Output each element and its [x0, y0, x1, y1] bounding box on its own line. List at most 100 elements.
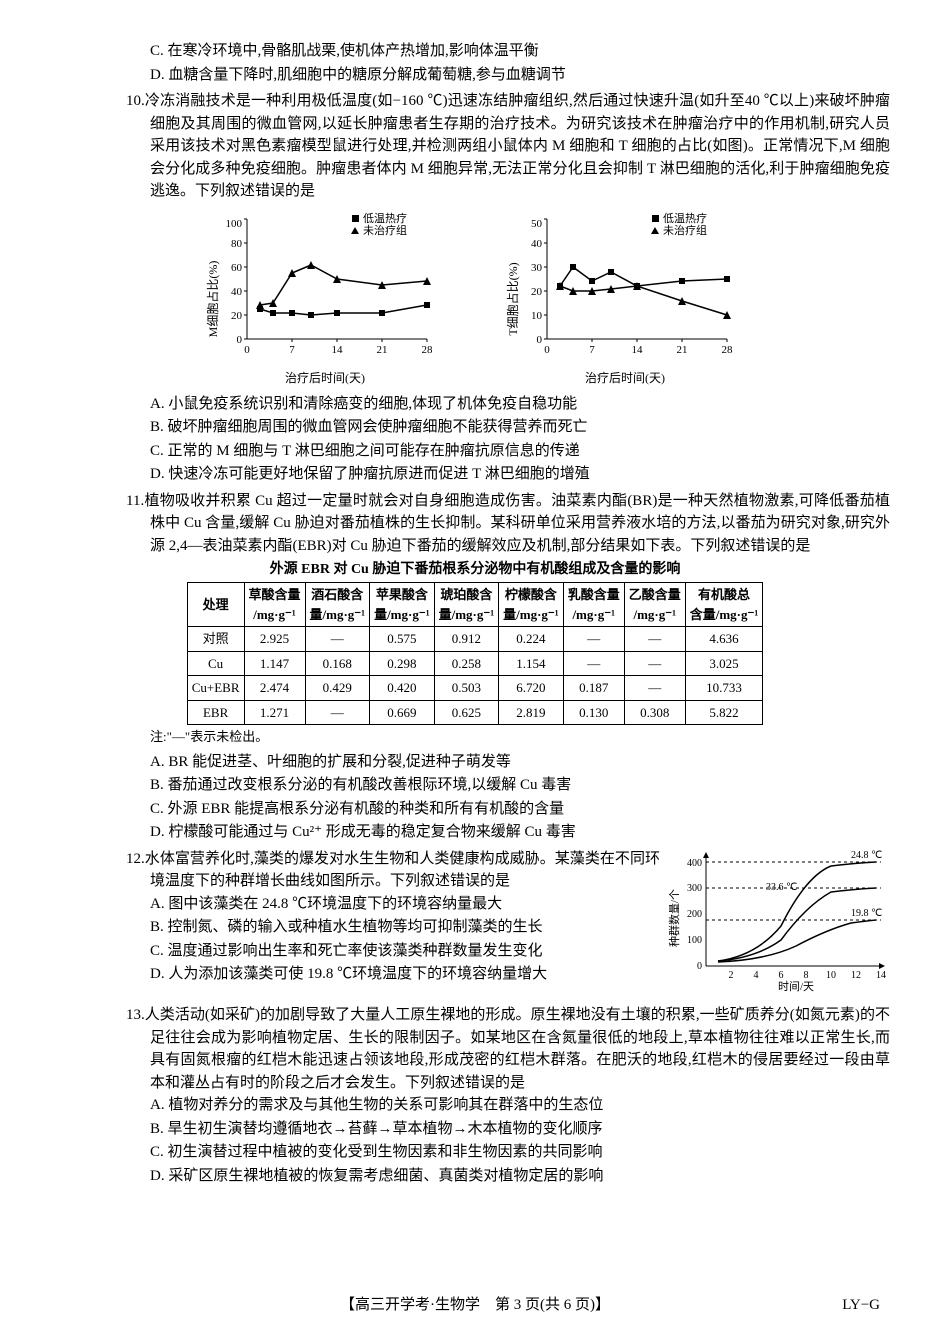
svg-text:10: 10: [531, 310, 543, 322]
svg-text:0: 0: [697, 961, 702, 972]
svg-text:8: 8: [804, 970, 809, 981]
q12-opt-c: C. 温度通过影响出生率和死亡率使该藻类种群数量发生变化: [60, 940, 660, 963]
svg-text:12: 12: [851, 970, 861, 981]
svg-text:20: 20: [531, 286, 543, 298]
q9-opt-d: D. 血糖含量下降时,肌细胞中的糖原分解成葡萄糖,参与血糖调节: [60, 64, 890, 87]
legend-1: 低温热疗: [363, 211, 407, 225]
question-13: 13.人类活动(如采矿)的加剧导致了大量人工原生裸地的形成。原生裸地没有土壤的积…: [60, 1004, 890, 1187]
svg-text:24.8 ℃: 24.8 ℃: [851, 850, 882, 861]
svg-text:2: 2: [729, 970, 734, 981]
svg-text:14: 14: [876, 970, 886, 981]
svg-text:21: 21: [377, 344, 388, 356]
svg-text:0: 0: [244, 344, 250, 356]
table-cell: 0.187: [563, 676, 624, 701]
q13-opt-b: B. 旱生初生演替均遵循地衣→苔藓→草本植物→木本植物的变化顺序: [60, 1118, 890, 1141]
table-cell: —: [563, 627, 624, 652]
q12-stem: 12.水体富营养化时,藻类的爆发对水生生物和人类健康构成威胁。某藻类在不同环境温…: [60, 848, 660, 893]
q10-num: 10.: [126, 93, 145, 109]
q10-opt-c: C. 正常的 M 细胞与 T 淋巴细胞之间可能存在肿瘤抗原信息的传递: [60, 440, 890, 463]
table-cell: 1.147: [244, 651, 305, 676]
q11-stem-text: 植物吸收并积累 Cu 超过一定量时就会对自身细胞造成伤害。油菜素内酯(BR)是一…: [144, 493, 890, 554]
table-cell: 对照: [187, 627, 244, 652]
table-cell: 3.025: [685, 651, 763, 676]
y-label-1: M细胞占比(%): [205, 260, 220, 337]
q13-num: 13.: [126, 1007, 145, 1023]
q12-num: 12.: [126, 851, 145, 867]
table-cell: —: [563, 651, 624, 676]
svg-text:28: 28: [422, 344, 434, 356]
q10-stem-text: 冷冻消融技术是一种利用极低温度(如−160 ℃)迅速冻结肿瘤组织,然后通过快速升…: [145, 93, 890, 199]
svg-text:0: 0: [237, 334, 243, 346]
table-cell: 0.130: [563, 700, 624, 725]
table-cell: —: [624, 676, 685, 701]
svg-text:14: 14: [332, 344, 344, 356]
x-label-1: 治疗后时间(天): [285, 369, 365, 387]
svg-text:10: 10: [826, 970, 836, 981]
table-cell: 4.636: [685, 627, 763, 652]
table-cell: —: [624, 627, 685, 652]
svg-text:7: 7: [589, 344, 595, 356]
q13-opt-c: C. 初生演替过程中植被的变化受到生物因素和非生物因素的共同影响: [60, 1141, 890, 1164]
page-footer: 【高三开学考·生物学 第 3 页(共 6 页)】: [0, 1294, 950, 1317]
q12-opt-a: A. 图中该藻类在 24.8 ℃环境温度下的环境容纳量最大: [60, 893, 660, 916]
svg-text:20: 20: [231, 310, 243, 322]
table-header: 乙酸含量/mg·g⁻¹: [624, 583, 685, 627]
question-11: 11.植物吸收并积累 Cu 超过一定量时就会对自身细胞造成伤害。油菜素内酯(BR…: [60, 490, 890, 844]
table-row: Cu1.1470.1680.2980.2581.154——3.025: [187, 651, 763, 676]
q9-opt-c: C. 在寒冷环境中,骨骼肌战栗,使机体产热增加,影响体温平衡: [60, 40, 890, 63]
svg-text:6: 6: [779, 970, 784, 981]
t-cell-chart: 0 10 20 30 40 50 0: [505, 209, 745, 369]
q12-opt-b: B. 控制氮、磷的输入或种植水生植物等均可抑制藻类的生长: [60, 916, 660, 939]
svg-text:40: 40: [231, 286, 243, 298]
table-cell: 6.720: [499, 676, 564, 701]
q12-opt-d: D. 人为添加该藻类可使 19.8 ℃环境温度下的环境容纳量增大: [60, 963, 660, 986]
q10-chart-2: 0 10 20 30 40 50 0: [505, 209, 745, 387]
svg-text:40: 40: [531, 238, 543, 250]
svg-text:7: 7: [289, 344, 295, 356]
svg-text:0: 0: [544, 344, 550, 356]
q10-opt-a: A. 小鼠免疫系统识别和清除癌变的细胞,体现了机体免疫自稳功能: [60, 393, 890, 416]
svg-text:300: 300: [687, 883, 702, 894]
q11-num: 11.: [126, 493, 144, 509]
svg-text:100: 100: [687, 935, 702, 946]
table-cell: 10.733: [685, 676, 763, 701]
table-cell: 0.575: [370, 627, 435, 652]
table-header: 柠檬酸含量/mg·g⁻¹: [499, 583, 564, 627]
table-cell: 0.669: [370, 700, 435, 725]
svg-text:50: 50: [531, 218, 543, 230]
table-row: EBR1.271—0.6690.6252.8190.1300.3085.822: [187, 700, 763, 725]
q10-chart-1: 0 20 40 60 80 100: [205, 209, 445, 387]
svg-text:30: 30: [531, 262, 543, 274]
table-header: 有机酸总含量/mg·g⁻¹: [685, 583, 763, 627]
table-cell: —: [305, 627, 370, 652]
table-cell: 0.625: [434, 700, 499, 725]
q10-opt-d: D. 快速冷冻可能更好地保留了肿瘤抗原进而促进 T 淋巴细胞的增殖: [60, 463, 890, 486]
q11-stem: 11.植物吸收并积累 Cu 超过一定量时就会对自身细胞造成伤害。油菜素内酯(BR…: [60, 490, 890, 558]
svg-text:种群数量/个: 种群数量/个: [668, 888, 681, 946]
table-header: 乳酸含量/mg·g⁻¹: [563, 583, 624, 627]
table-cell: 0.503: [434, 676, 499, 701]
q13-opt-d: D. 采矿区原生裸地植被的恢复需考虑细菌、真菌类对植物定居的影响: [60, 1165, 890, 1188]
q10-opt-b: B. 破坏肿瘤细胞周围的微血管网会使肿瘤细胞不能获得营养而死亡: [60, 416, 890, 439]
svg-text:低温热疗: 低温热疗: [663, 211, 707, 225]
table-cell: —: [305, 700, 370, 725]
table-cell: 0.912: [434, 627, 499, 652]
q11-table: 处理草酸含量/mg·g⁻¹酒石酸含量/mg·g⁻¹苹果酸含量/mg·g⁻¹琥珀酸…: [187, 582, 764, 725]
svg-text:200: 200: [687, 909, 702, 920]
svg-text:时间/天: 时间/天: [778, 980, 814, 993]
q12-stem-text: 水体富营养化时,藻类的爆发对水生生物和人类健康构成威胁。某藻类在不同环境温度下的…: [145, 851, 660, 890]
table-header: 酒石酸含量/mg·g⁻¹: [305, 583, 370, 627]
table-cell: 0.308: [624, 700, 685, 725]
y-label-2: T细胞占比(%): [505, 262, 520, 335]
q10-stem: 10.冷冻消融技术是一种利用极低温度(如−160 ℃)迅速冻结肿瘤组织,然后通过…: [60, 90, 890, 203]
m-cell-chart: 0 20 40 60 80 100: [205, 209, 445, 369]
table-cell: 0.298: [370, 651, 435, 676]
table-row: Cu+EBR2.4740.4290.4200.5036.7200.187—10.…: [187, 676, 763, 701]
legend-2: 未治疗组: [363, 223, 407, 237]
q13-stem: 13.人类活动(如采矿)的加剧导致了大量人工原生裸地的形成。原生裸地没有土壤的积…: [60, 1004, 890, 1094]
table-header: 草酸含量/mg·g⁻¹: [244, 583, 305, 627]
table-cell: —: [624, 651, 685, 676]
table-cell: 5.822: [685, 700, 763, 725]
table-cell: Cu+EBR: [187, 676, 244, 701]
table-cell: 2.925: [244, 627, 305, 652]
